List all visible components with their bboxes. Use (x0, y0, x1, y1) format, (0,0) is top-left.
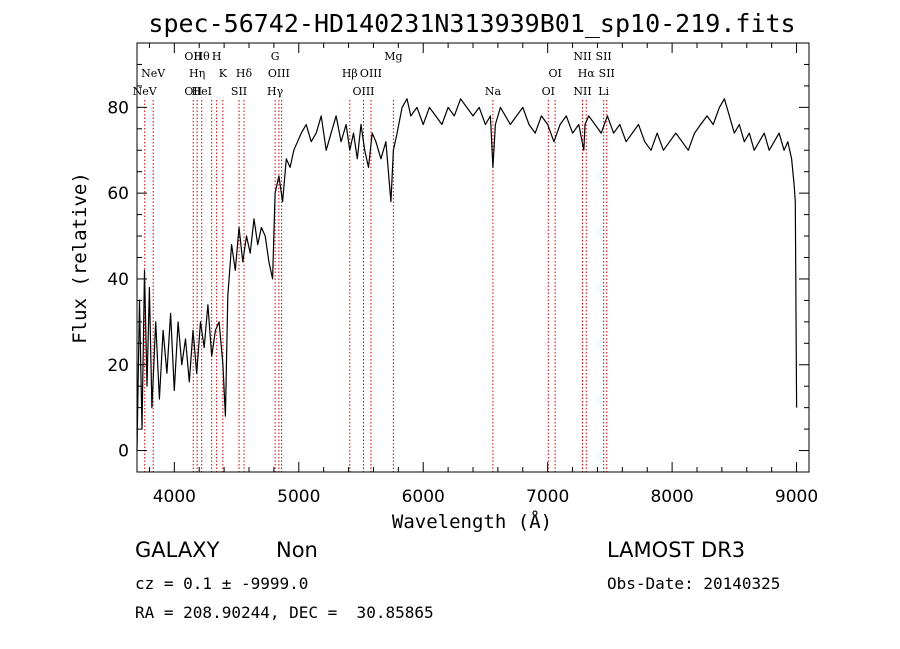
line-marker-label-top: OI (548, 67, 561, 80)
x-tick-label: 6000 (402, 487, 445, 507)
x-tick-label: 9000 (775, 487, 818, 507)
x-tick-label: 5000 (277, 487, 320, 507)
x-tick-label: 7000 (526, 487, 569, 507)
line-marker-label-bottom: SII (231, 85, 247, 98)
line-marker-label-bottom: NeV (133, 85, 158, 98)
plot-frame (136, 42, 810, 473)
line-marker-label-top: H (212, 50, 222, 63)
spectrum-line (136, 98, 798, 451)
survey-name: LAMOST DR3 (607, 538, 746, 562)
x-axis: 4000 5000 6000 7000 8000 9000 (148, 43, 818, 507)
chart-title: spec-56742-HD140231N313939B01_sp10-219.f… (148, 9, 795, 38)
y-tick-label: 80 (107, 98, 129, 118)
y-tick-label: 20 (107, 356, 129, 376)
line-marker-label-top: Hβ (342, 67, 358, 80)
line-marker-label-bottom: Na (485, 85, 502, 98)
y-axis: 0 20 40 60 80 (107, 63, 809, 462)
line-marker-label-bottom: Hγ (267, 85, 284, 98)
y-tick-label: 0 (118, 442, 129, 462)
line-marker-label-top: Hα (578, 67, 596, 80)
line-marker-label-top: G (271, 50, 280, 63)
line-marker-label-top: NII (573, 50, 591, 63)
line-marker-label-bottom: OII (184, 85, 202, 98)
line-marker-label-top: OIII (360, 67, 382, 80)
y-tick-label: 60 (107, 184, 129, 204)
line-marker-label-top: Hθ (194, 50, 211, 63)
line-marker-label-bottom: OIII (352, 85, 374, 98)
line-marker-label-top: SII (599, 67, 615, 80)
x-tick-label: 4000 (153, 487, 196, 507)
coordinates-readout: RA = 208.90244, DEC = 30.85865 (135, 603, 434, 622)
line-marker-label-top: K (219, 67, 228, 80)
y-axis-label: Flux (relative) (69, 172, 91, 344)
line-marker-label-top: SII (596, 50, 612, 63)
y-tick-label: 40 (107, 270, 129, 290)
line-marker-label-bottom: Li (598, 85, 609, 98)
line-marker-label-top: Hη (189, 67, 205, 80)
x-tick-label: 8000 (650, 487, 693, 507)
line-marker-label-top: NeV (141, 67, 166, 80)
line-marker-label-bottom: OI (542, 85, 555, 98)
line-marker-label-bottom: NII (573, 85, 591, 98)
x-axis-label: Wavelength (Å) (392, 510, 552, 533)
object-class: GALAXY (135, 538, 220, 562)
line-marker-label-top: OII (184, 50, 202, 63)
line-marker-label-bottom: HeI (191, 85, 211, 98)
obs-date: Obs-Date: 20140325 (607, 574, 781, 593)
object-subclass: Non (276, 538, 318, 562)
line-marker-label-top: Mg (384, 50, 402, 63)
emission-line-markers (144, 100, 608, 472)
redshift-readout: cz = 0.1 ± -9999.0 (135, 574, 309, 593)
line-marker-label-top: Hδ (236, 67, 253, 80)
line-marker-label-top: OIII (268, 67, 290, 80)
spectrum-series (136, 98, 798, 451)
